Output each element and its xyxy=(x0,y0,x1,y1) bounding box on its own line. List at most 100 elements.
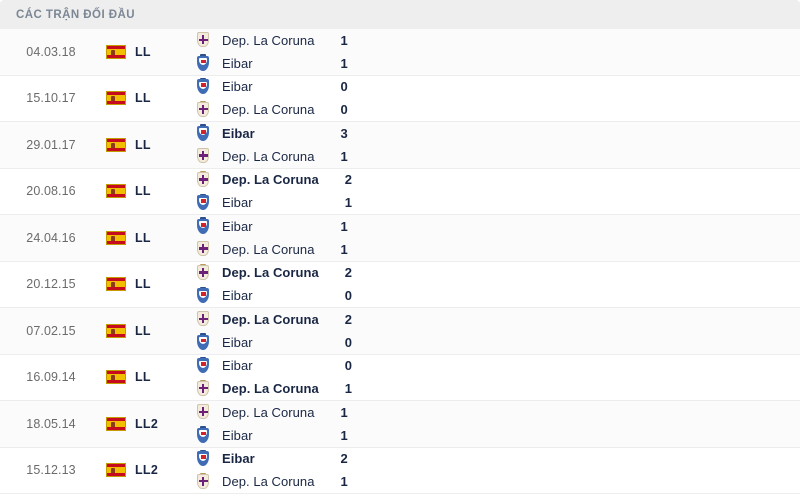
competition-cell: LL2 xyxy=(102,448,194,494)
away-team[interactable]: Dep. La Coruna xyxy=(194,238,314,261)
competition-cell: LL xyxy=(102,122,194,168)
spain-flag-icon xyxy=(106,463,126,478)
away-team[interactable]: Dep. La Coruna xyxy=(194,377,319,400)
away-score: 1 xyxy=(340,474,348,490)
home-team-name: Dep. La Coruna xyxy=(222,404,315,420)
eibar-crest-icon xyxy=(194,193,212,212)
match-row[interactable]: 20.08.16 LL Dep. La Coruna Eibar 2 1 xyxy=(0,168,800,215)
spain-flag-icon xyxy=(106,277,126,292)
match-date: 15.10.17 xyxy=(26,91,76,106)
home-team-name: Eibar xyxy=(222,358,253,374)
dep-la-coruna-crest-icon xyxy=(194,264,212,282)
away-team[interactable]: Dep. La Coruna xyxy=(194,98,314,121)
match-row[interactable]: 20.12.15 LL Dep. La Coruna Eibar 2 0 xyxy=(0,261,800,308)
away-team-name: Dep. La Coruna xyxy=(222,474,315,490)
away-team[interactable]: Eibar xyxy=(194,331,319,354)
spain-flag-icon xyxy=(106,91,126,106)
home-score: 2 xyxy=(344,311,352,327)
match-date: 15.12.13 xyxy=(26,463,76,478)
row-spacer xyxy=(584,76,800,122)
spain-flag-icon xyxy=(106,184,126,199)
eibar-crest-icon xyxy=(194,286,212,305)
home-team[interactable]: Eibar xyxy=(194,122,314,145)
match-row[interactable]: 29.01.17 LL Eibar Dep. La Coruna 3 1 xyxy=(0,122,800,169)
match-row[interactable]: 07.02.15 LL Dep. La Coruna Eibar 2 0 xyxy=(0,308,800,355)
spain-flag-icon xyxy=(106,44,126,59)
home-team[interactable]: Dep. La Coruna xyxy=(194,308,319,331)
eibar-crest-icon xyxy=(194,426,212,444)
row-spacer xyxy=(584,122,800,168)
away-team[interactable]: Eibar xyxy=(194,424,314,447)
competition-label: LL xyxy=(135,323,151,338)
competition-cell: LL xyxy=(102,215,194,261)
home-team-name: Dep. La Coruna xyxy=(222,32,315,48)
match-row[interactable]: 16.09.14 LL Eibar Dep. La Coruna 0 1 xyxy=(0,354,800,401)
home-team[interactable]: Dep. La Coruna xyxy=(194,169,319,192)
row-spacer xyxy=(589,355,800,401)
match-row[interactable]: 15.12.13 LL2 Eibar Dep. La Coruna 2 1 xyxy=(0,447,800,494)
teams-cell: Eibar Dep. La Coruna xyxy=(194,448,314,494)
dep-la-coruna-crest-icon xyxy=(194,240,212,258)
match-date: 24.04.16 xyxy=(26,230,76,245)
match-row[interactable]: 24.04.16 LL Eibar Dep. La Coruna 1 1 xyxy=(0,215,800,262)
match-date: 20.08.16 xyxy=(26,184,76,199)
teams-cell: Eibar Dep. La Coruna xyxy=(194,355,319,401)
away-score: 1 xyxy=(340,427,348,443)
row-spacer xyxy=(589,262,800,308)
teams-cell: Eibar Dep. La Coruna xyxy=(194,215,314,261)
away-score: 1 xyxy=(340,148,348,164)
home-score: 1 xyxy=(340,32,348,48)
away-team-name: Eibar xyxy=(222,288,253,304)
away-score: 1 xyxy=(344,195,352,211)
match-row[interactable]: 15.10.17 LL Eibar Dep. La Coruna 0 0 xyxy=(0,75,800,122)
panel-header: CÁC TRẬN ĐỐI ĐẦU xyxy=(0,0,800,29)
home-team[interactable]: Eibar xyxy=(194,215,314,238)
home-team[interactable]: Dep. La Coruna xyxy=(194,401,314,424)
competition-cell: LL xyxy=(102,76,194,122)
row-spacer xyxy=(589,169,800,215)
teams-cell: Dep. La Coruna Eibar xyxy=(194,29,314,75)
away-team[interactable]: Dep. La Coruna xyxy=(194,470,314,493)
match-row[interactable]: 18.05.14 LL2 Dep. La Coruna Eibar 1 1 xyxy=(0,401,800,448)
away-team[interactable]: Eibar xyxy=(194,52,314,75)
row-spacer xyxy=(589,308,800,354)
spain-flag-icon xyxy=(106,230,126,245)
competition-label: LL xyxy=(135,370,151,385)
teams-cell: Dep. La Coruna Eibar xyxy=(194,308,319,354)
match-date: 29.01.17 xyxy=(26,137,76,152)
away-team-name: Eibar xyxy=(222,334,253,350)
dep-la-coruna-crest-icon xyxy=(194,31,212,49)
home-team[interactable]: Eibar xyxy=(194,448,314,471)
competition-label: LL xyxy=(135,91,151,106)
away-team-name: Dep. La Coruna xyxy=(222,241,315,257)
home-score: 0 xyxy=(340,79,348,95)
match-row[interactable]: 04.03.18 LL Dep. La Coruna Eibar 1 1 xyxy=(0,29,800,76)
home-team[interactable]: Dep. La Coruna xyxy=(194,29,314,52)
away-score: 0 xyxy=(344,288,352,304)
home-team[interactable]: Eibar xyxy=(194,76,314,99)
row-spacer xyxy=(584,401,800,447)
home-team[interactable]: Dep. La Coruna xyxy=(194,262,319,285)
match-list: 04.03.18 LL Dep. La Coruna Eibar 1 1 15.10.17 L… xyxy=(0,29,800,494)
row-spacer xyxy=(584,29,800,75)
eibar-crest-icon xyxy=(194,356,212,375)
away-team[interactable]: Dep. La Coruna xyxy=(194,145,314,168)
eibar-crest-icon xyxy=(194,333,212,351)
eibar-crest-icon xyxy=(194,124,212,142)
home-team[interactable]: Eibar xyxy=(194,355,319,378)
away-team[interactable]: Eibar xyxy=(194,284,319,307)
home-score: 0 xyxy=(344,358,352,374)
home-team-name: Dep. La Coruna xyxy=(222,265,319,281)
away-team[interactable]: Eibar xyxy=(194,191,319,214)
away-score: 0 xyxy=(344,334,352,350)
home-score: 2 xyxy=(340,451,348,467)
dep-la-coruna-crest-icon xyxy=(194,147,212,165)
row-spacer xyxy=(584,448,800,494)
home-score: 1 xyxy=(340,404,348,420)
